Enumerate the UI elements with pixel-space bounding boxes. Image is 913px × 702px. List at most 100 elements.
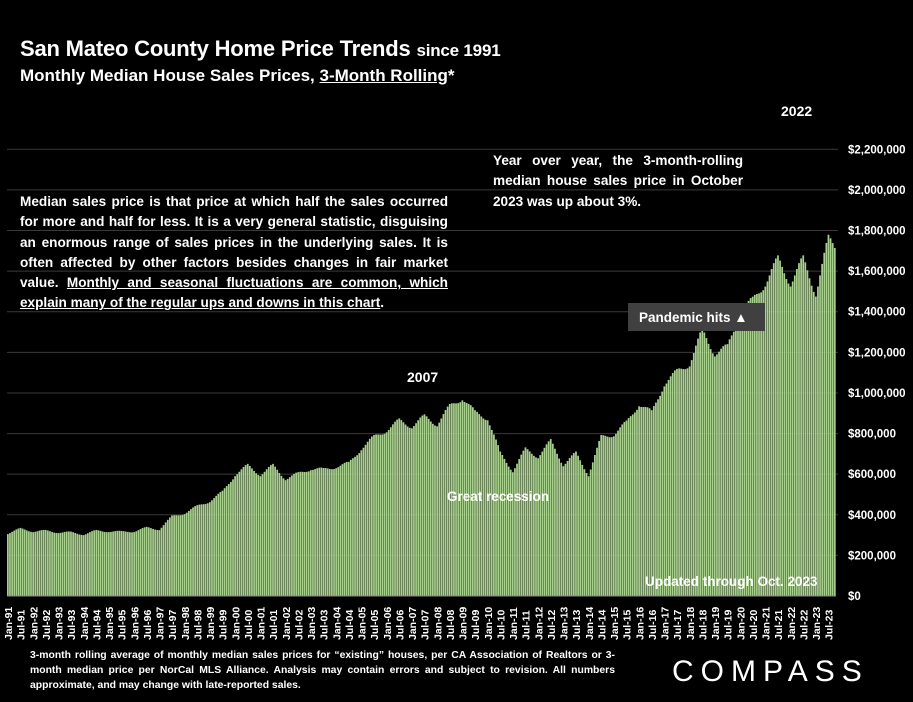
bar: [741, 313, 744, 596]
bar: [661, 391, 664, 596]
bar: [57, 533, 60, 596]
bar: [676, 368, 678, 596]
bar: [612, 436, 615, 596]
bar: [318, 467, 321, 596]
bar: [164, 522, 167, 596]
bar: [514, 468, 516, 596]
bar: [156, 530, 159, 596]
x-tick-label: Jan-15: [609, 607, 621, 640]
bar: [434, 425, 436, 596]
bar: [7, 534, 9, 596]
bar: [638, 406, 640, 596]
bar: [446, 406, 449, 596]
bar: [705, 338, 708, 596]
bar: [135, 531, 138, 596]
x-tick-label: Jul-94: [91, 609, 103, 640]
bar: [208, 502, 211, 596]
bar: [558, 458, 561, 596]
bar: [406, 426, 409, 596]
x-tick-label: Jan-93: [54, 607, 66, 640]
annotation-2022: 2022: [781, 103, 812, 119]
bar: [427, 418, 430, 596]
bar: [68, 531, 70, 596]
bar: [32, 532, 34, 596]
bar: [579, 460, 582, 596]
bar: [25, 530, 28, 596]
bar: [551, 443, 554, 596]
bar: [549, 439, 552, 596]
bar: [495, 439, 497, 596]
bar: [627, 418, 630, 596]
bar: [86, 533, 89, 596]
bar: [819, 275, 821, 596]
bar: [303, 471, 306, 596]
bar: [636, 409, 638, 596]
bar: [735, 327, 737, 596]
x-tick-label: Jul-05: [369, 609, 381, 640]
bar: [812, 291, 815, 596]
bar: [38, 530, 41, 596]
bar: [497, 445, 499, 596]
bar: [80, 534, 83, 596]
bar: [764, 286, 767, 596]
bar: [141, 528, 144, 596]
bar: [768, 275, 771, 596]
bar: [695, 345, 697, 596]
bar: [158, 530, 161, 596]
bar: [623, 422, 626, 596]
bar: [777, 255, 779, 597]
bar: [568, 458, 571, 596]
bar: [796, 269, 798, 596]
bar: [789, 286, 792, 596]
bar: [758, 293, 760, 596]
bar: [562, 466, 565, 596]
bar: [455, 403, 457, 596]
bar: [804, 262, 807, 596]
bar: [600, 434, 603, 596]
bar: [328, 468, 331, 596]
bar: [556, 453, 558, 596]
bar: [185, 512, 188, 596]
bar: [831, 243, 834, 596]
bar: [116, 530, 119, 596]
bar: [800, 258, 802, 596]
bar: [493, 434, 495, 596]
bar: [309, 470, 312, 596]
bar: [145, 526, 148, 596]
x-tick-label: Jul-13: [571, 609, 583, 640]
footnote: 3-month rolling average of monthly media…: [30, 650, 615, 691]
bar: [657, 399, 659, 596]
bar: [478, 414, 481, 596]
bar: [814, 296, 817, 596]
bar: [59, 532, 62, 596]
bar: [379, 434, 382, 596]
x-tick-label: Jul-15: [622, 609, 634, 640]
bar: [774, 258, 777, 596]
x-tick-label: Jan-12: [533, 607, 545, 640]
bar: [547, 441, 550, 596]
bar: [236, 474, 239, 596]
bar: [341, 464, 344, 596]
bar: [293, 473, 295, 596]
bar: [467, 403, 470, 596]
bar: [99, 530, 102, 596]
bar: [751, 296, 754, 596]
x-tick-label: Jan-22: [786, 607, 798, 640]
bar: [213, 498, 215, 596]
annotation-great-recession: Great recession: [447, 489, 549, 504]
bar: [343, 462, 346, 596]
bar: [387, 430, 390, 596]
x-tick-label: Jan-07: [407, 607, 419, 640]
bar: [181, 514, 184, 596]
bar: [373, 434, 375, 596]
x-tick-label: Jul-14: [596, 609, 608, 640]
bar: [34, 531, 37, 596]
bar: [295, 472, 298, 596]
bar: [594, 454, 596, 596]
bar: [356, 455, 359, 596]
chart-title-suffix: since 1991: [416, 41, 501, 60]
bar: [360, 450, 363, 596]
y-tick-label: $1,800,000: [848, 226, 906, 238]
bar: [392, 424, 394, 596]
